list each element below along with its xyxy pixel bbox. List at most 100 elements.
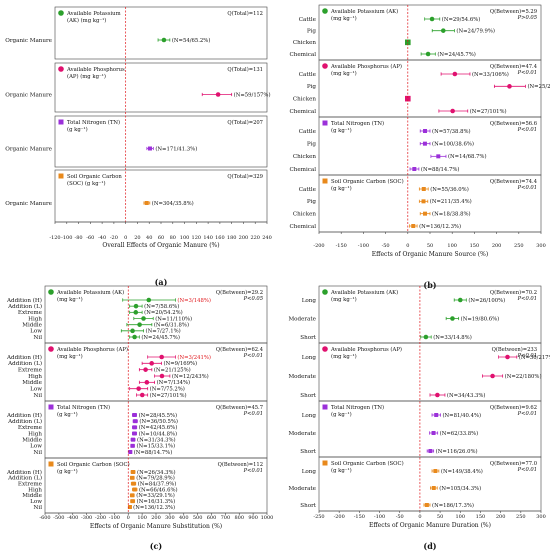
row-label: Cattle — [299, 72, 317, 78]
x-tick-label: -60 — [86, 235, 94, 241]
data-point — [139, 392, 145, 398]
x-tick-label: 50 — [437, 514, 443, 520]
x-tick-label: 0 — [127, 515, 130, 521]
panel-tag: (c) — [150, 541, 163, 551]
x-tick-label: 120 — [192, 235, 202, 241]
group-statistic: Q(Between)=62.4 — [216, 346, 264, 353]
x-tick-label: -600 — [39, 515, 50, 521]
data-point — [507, 84, 512, 89]
data-point — [425, 51, 431, 57]
group-statistic: Q(Between)=47.4 — [490, 63, 538, 70]
row-label: Long — [302, 298, 317, 304]
x-tick-label: -100 — [61, 235, 72, 241]
group-marker-icon — [322, 8, 328, 14]
chart-panel-1: Available Potassium (AK)(mg kg⁻¹)Q(Betwe… — [289, 4, 550, 290]
data-label: (N=3/241%) — [177, 354, 211, 361]
x-tick-label: -200 — [313, 243, 324, 249]
data-point — [130, 499, 135, 504]
data-label: (N=3/148%) — [177, 297, 211, 304]
x-tick-label: 140 — [203, 235, 213, 241]
data-point — [131, 481, 136, 486]
data-point — [136, 386, 141, 391]
x-tick-label: -120 — [49, 235, 60, 241]
group-p-value: P<0.01 — [517, 296, 537, 302]
data-label: (N=33/106%) — [472, 71, 509, 78]
data-point — [127, 505, 132, 509]
data-label: (N=26/34.3%) — [137, 469, 176, 476]
x-tick-label: 300 — [536, 243, 546, 249]
group-marker-icon — [48, 346, 54, 352]
group-title: Soil Organic Carbon (SOC) — [57, 461, 130, 468]
group-statistic: Q(Between)=233 — [492, 346, 537, 353]
data-label: (N=11/110%) — [155, 315, 192, 322]
group-p-value: P<0.01 — [243, 411, 263, 417]
x-tick-label: -50 — [382, 243, 390, 249]
x-tick-label: -100 — [374, 514, 385, 520]
x-tick-label: 60 — [158, 235, 164, 241]
data-label: (N=55/36.0%) — [430, 186, 469, 193]
x-tick-label: 300 — [536, 514, 546, 520]
group-marker-icon — [322, 178, 328, 184]
row-label: High — [28, 431, 42, 437]
row-label: Moderate — [288, 486, 316, 492]
x-tick-label: 700 — [221, 515, 231, 521]
x-tick-label: -150 — [336, 243, 347, 249]
group-marker-icon — [322, 120, 328, 126]
row-label: Organic Manure — [5, 38, 52, 44]
data-label: (N=171/41.3%) — [155, 145, 197, 152]
data-point — [450, 108, 455, 114]
x-tick-label: -40 — [98, 235, 106, 241]
row-label: Moderate — [288, 431, 316, 437]
data-label: (N=42/45.6%) — [139, 424, 178, 431]
data-point — [411, 224, 416, 228]
data-point — [424, 503, 429, 507]
group-statistic: Q(Between)=5.29 — [490, 8, 537, 15]
group-unit: (mg kg⁻¹) — [331, 353, 357, 360]
data-point — [431, 486, 436, 490]
group-title: Soil Organic Carbon (SOC) — [331, 178, 404, 185]
data-label: (N=136/12.3%) — [419, 223, 461, 230]
group-unit: (mg kg⁻¹) — [331, 70, 357, 77]
data-point — [130, 328, 135, 334]
group-p-value: P<0.01 — [517, 185, 537, 191]
data-label: (N=25/229%) — [527, 83, 550, 90]
data-label: (N=54/65.2%) — [172, 37, 211, 44]
x-tick-label: 40 — [146, 235, 152, 241]
data-point — [133, 419, 138, 424]
row-label: Cattle — [299, 17, 317, 23]
data-point — [434, 413, 439, 417]
group-p-value: P<0.01 — [517, 467, 537, 473]
row-label: Long — [302, 413, 317, 419]
x-tick-label: 0 — [124, 235, 127, 241]
data-point — [132, 413, 137, 417]
data-label: (N=62/33.8%) — [440, 430, 479, 437]
x-tick-label: 900 — [248, 515, 258, 521]
group-marker-icon — [48, 289, 54, 295]
data-label: (N=7/75.2%) — [150, 385, 185, 392]
panel-tag: (a) — [155, 277, 168, 287]
chart-panel-0: Available Potassium(AK) (mg kg⁻¹) Q(Total… — [5, 6, 272, 287]
group-unit: (g kg⁻¹) — [331, 467, 352, 474]
data-point — [450, 316, 455, 321]
row-label: High — [28, 487, 42, 493]
row-label: Short — [300, 503, 316, 509]
group-unit: (mg kg⁻¹) — [331, 296, 357, 303]
x-axis-label: Effects of Organic Manure Source (%) — [372, 251, 488, 258]
x-tick-label: 1000 — [261, 515, 274, 521]
data-point — [159, 354, 164, 360]
x-axis-label: Effects of Organic Manure Substitution (… — [90, 523, 222, 530]
data-point — [421, 199, 426, 204]
data-point — [147, 146, 152, 151]
x-tick-label: 400 — [179, 515, 189, 521]
x-tick-label: 300 — [165, 515, 175, 521]
row-label: Moderate — [288, 374, 316, 380]
x-tick-label: 180 — [227, 235, 237, 241]
row-label: Addition (L) — [7, 360, 42, 367]
row-label: High — [28, 316, 42, 322]
x-tick-label: -500 — [53, 515, 64, 521]
group-p-value: P<0.01 — [243, 353, 263, 359]
row-label: Nil — [34, 505, 43, 511]
data-point — [215, 92, 221, 97]
x-tick-label: 100 — [137, 515, 147, 521]
group-title: Total Nitrogen (TN) — [331, 404, 384, 411]
